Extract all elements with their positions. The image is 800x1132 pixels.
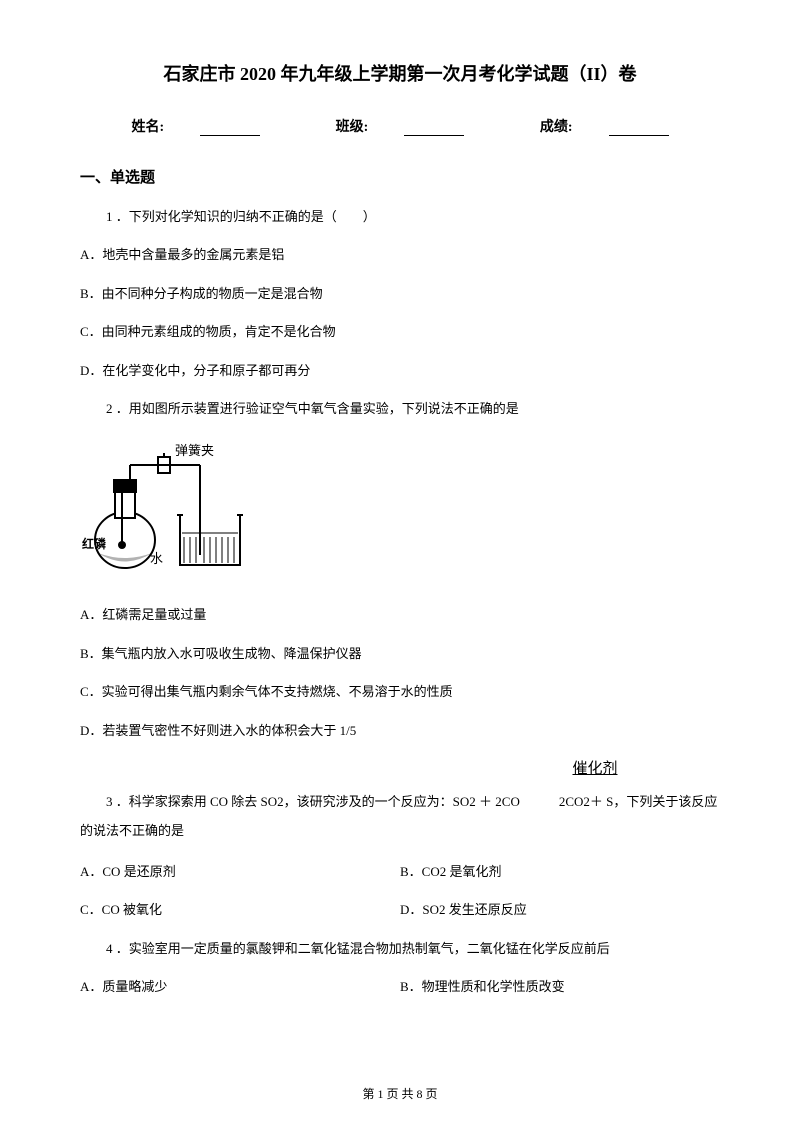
- class-label: 班级:: [318, 120, 483, 135]
- q3-option-c: C．CO 被氧化: [80, 898, 400, 921]
- q1-option-c: C．由同种元素组成的物质，肯定不是化合物: [80, 320, 720, 343]
- q1-option-b: B．由不同种分子构成的物质一定是混合物: [80, 282, 720, 305]
- name-label: 姓名:: [113, 120, 278, 135]
- q3-option-d: D．SO2 发生还原反应: [400, 898, 720, 921]
- page-footer: 第 1 页 共 8 页: [0, 1085, 800, 1102]
- q4-option-b: B．物理性质和化学性质改变: [400, 975, 720, 998]
- q3-options-row1: A．CO 是还原剂 B．CO2 是氧化剂: [80, 860, 720, 883]
- q1-option-a: A．地壳中含量最多的金属元素是铝: [80, 243, 720, 266]
- q1-stem: 1 ．下列对化学知识的归纳不正确的是（ ）: [80, 205, 720, 228]
- water-label: 水: [150, 551, 163, 566]
- catalyst-label: 催化剂: [470, 757, 720, 778]
- q2-option-c: C．实验可得出集气瓶内剩余气体不支持燃烧、不易溶于水的性质: [80, 680, 720, 703]
- header-row: 姓名: 班级: 成绩:: [80, 116, 720, 136]
- score-label: 成绩:: [522, 120, 687, 135]
- q2-option-a: A．红磷需足量或过量: [80, 603, 720, 626]
- section-heading: 一、单选题: [80, 166, 720, 187]
- q1-option-d: D．在化学变化中，分子和原子都可再分: [80, 359, 720, 382]
- q2-stem: 2 ．用如图所示装置进行验证空气中氧气含量实验，下列说法不正确的是: [80, 397, 720, 420]
- q4-stem: 4 ．实验室用一定质量的氯酸钾和二氧化锰混合物加热制氧气，二氧化锰在化学反应前后: [80, 937, 720, 960]
- q4-option-a: A．质量略减少: [80, 975, 400, 998]
- q3-option-a: A．CO 是还原剂: [80, 860, 400, 883]
- q2-option-b: B．集气瓶内放入水可吸收生成物、降温保护仪器: [80, 642, 720, 665]
- q2-option-d: D．若装置气密性不好则进入水的体积会大于 1/5: [80, 719, 720, 742]
- page-title: 石家庄市 2020 年九年级上学期第一次月考化学试题（II）卷: [80, 60, 720, 86]
- clip-label: 弹簧夹: [175, 443, 214, 458]
- q3-options-row2: C．CO 被氧化 D．SO2 发生还原反应: [80, 898, 720, 921]
- q3-option-b: B．CO2 是氧化剂: [400, 860, 720, 883]
- q3-stem: 3 ．科学家探索用 CO 除去 SO2，该研究涉及的一个反应为：SO2 ＋ 2C…: [80, 788, 720, 845]
- apparatus-diagram: 弹簧夹 红磷 水: [80, 435, 720, 585]
- phos-label: 红磷: [82, 536, 107, 551]
- q4-options-row1: A．质量略减少 B．物理性质和化学性质改变: [80, 975, 720, 998]
